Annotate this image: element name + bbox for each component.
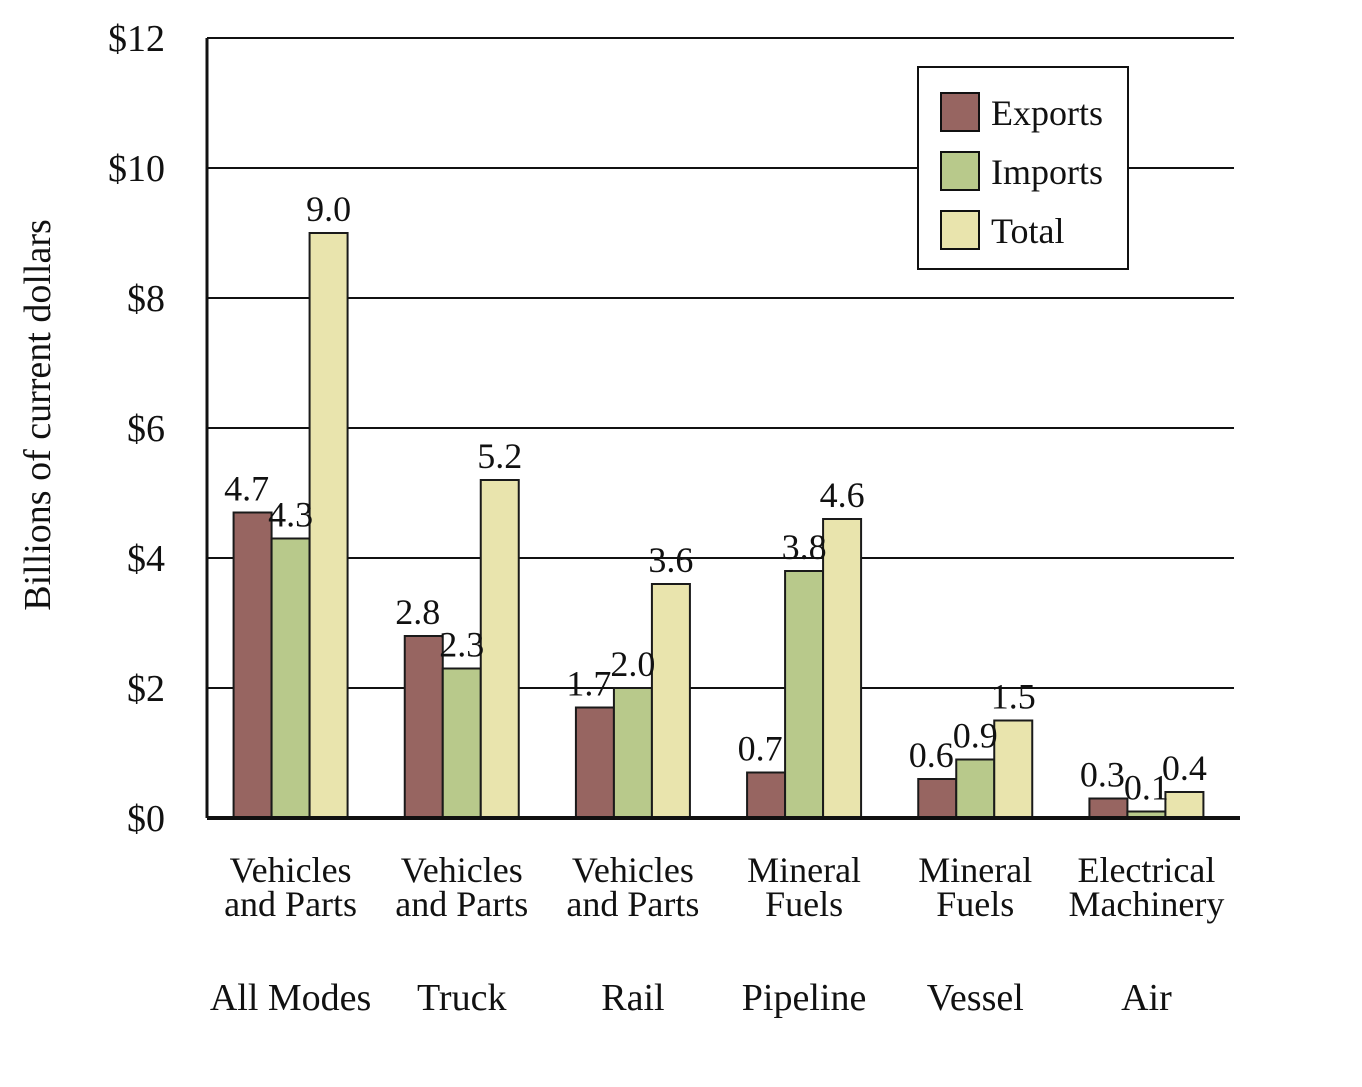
- bar-total-1: [479, 479, 520, 819]
- category-label: and Parts: [395, 884, 528, 924]
- legend-label: Imports: [991, 152, 1103, 192]
- bar-value-label: 4.6: [820, 475, 865, 515]
- bar-imports-3: [784, 570, 825, 819]
- bar-value-label: 0.4: [1162, 748, 1207, 788]
- bar-value-label: 1.5: [991, 677, 1036, 717]
- bar-value-label: 5.2: [477, 436, 522, 476]
- bars: [232, 232, 1205, 819]
- category-label: Fuels: [765, 884, 843, 924]
- bar-value-label: 0.6: [909, 735, 954, 775]
- bar-value-label: 4.3: [268, 495, 313, 535]
- category-label: Fuels: [936, 884, 1014, 924]
- y-axis-title: Billions of current dollars: [17, 219, 59, 611]
- category-label: Machinery: [1068, 884, 1224, 924]
- bar-imports-1: [441, 667, 482, 819]
- bar-value-label: 9.0: [306, 189, 351, 229]
- category-label: and Parts: [224, 884, 357, 924]
- category-label: Vehicles: [572, 850, 694, 890]
- mode-label: Pipeline: [742, 977, 867, 1019]
- legend: Exports Imports Total: [917, 66, 1129, 270]
- bar-value-label: 2.3: [439, 625, 484, 665]
- y-tick-label: $4: [127, 538, 165, 580]
- bar-exports-0: [232, 511, 273, 819]
- category-label: Electrical: [1077, 850, 1215, 890]
- bar-value-label: 3.6: [648, 540, 693, 580]
- y-tick-label: $6: [127, 408, 165, 450]
- category-label: Mineral: [918, 850, 1032, 890]
- bar-total-4: [993, 719, 1034, 819]
- y-tick-label: $2: [127, 668, 165, 710]
- bar-value-label: 2.0: [610, 644, 655, 684]
- mode-label: Rail: [601, 977, 664, 1019]
- y-tick-label: $10: [108, 148, 165, 190]
- category-label: and Parts: [566, 884, 699, 924]
- mode-label: Truck: [417, 977, 506, 1019]
- mode-label: Air: [1121, 977, 1172, 1019]
- bar-value-label: 1.7: [566, 664, 611, 704]
- y-axis-ticks: $0 $2 $4 $6 $8 $10 $12: [108, 18, 165, 840]
- bar-value-label: 0.1: [1124, 768, 1169, 808]
- legend-label: Exports: [991, 93, 1103, 133]
- bar-exports-3: [746, 771, 787, 819]
- bar-exports-4: [917, 778, 958, 819]
- bar-total-2: [650, 583, 691, 819]
- bar-value-label: 3.8: [782, 527, 827, 567]
- bar-value-label: 0.3: [1080, 755, 1125, 795]
- legend-label: Total: [991, 211, 1064, 251]
- legend-swatch-exports: [940, 92, 980, 132]
- bar-value-label: 2.8: [395, 592, 440, 632]
- legend-swatch-total: [940, 210, 980, 250]
- bar-value-label: 0.9: [953, 716, 998, 756]
- legend-swatch-imports: [940, 151, 980, 191]
- bar-value-labels: 4.7 2.8 1.7 0.7 0.6 0.3 4.3 2.3 2.0 3.8 0.9 0.1 9.0 5…: [224, 189, 1207, 808]
- bar-imports-2: [612, 687, 653, 819]
- bar-value-label: 4.7: [224, 469, 269, 509]
- bar-total-0: [308, 232, 349, 819]
- mode-label: All Modes: [210, 977, 372, 1019]
- axes: [205, 38, 1240, 820]
- bar-imports-0: [270, 537, 311, 819]
- category-label: Mineral: [747, 850, 861, 890]
- bar-total-5: [1164, 791, 1205, 819]
- y-tick-label: $12: [108, 18, 165, 60]
- grid-lines: [207, 37, 1234, 689]
- bar-imports-4: [955, 758, 996, 819]
- bar-exports-2: [574, 706, 615, 819]
- mode-label: Vessel: [927, 977, 1024, 1019]
- category-label: Vehicles: [401, 850, 523, 890]
- bar-value-label: 0.7: [738, 729, 783, 769]
- y-tick-label: $8: [127, 278, 165, 320]
- y-tick-label: $0: [127, 798, 165, 840]
- category-label: Vehicles: [230, 850, 352, 890]
- bar-total-3: [822, 518, 863, 819]
- bar-exports-5: [1088, 797, 1129, 819]
- bar-exports-1: [403, 635, 444, 819]
